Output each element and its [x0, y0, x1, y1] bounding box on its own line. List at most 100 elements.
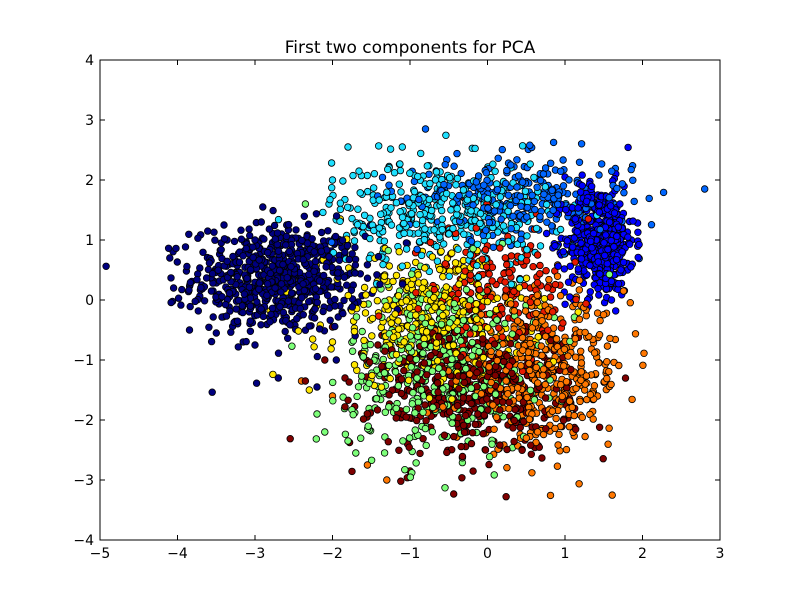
scatter-point	[482, 226, 490, 234]
scatter-point	[596, 316, 604, 325]
scatter-point	[528, 324, 536, 332]
scatter-point	[612, 256, 621, 264]
scatter-point	[521, 307, 530, 315]
scatter-point	[432, 168, 441, 176]
scatter-point	[578, 171, 586, 179]
scatter-point	[461, 411, 470, 420]
scatter-point	[305, 298, 313, 306]
y-tick-label: −3	[73, 473, 94, 489]
scatter-point	[480, 382, 488, 391]
scatter-point	[471, 324, 479, 332]
scatter-point	[327, 238, 336, 246]
scatter-point	[317, 228, 326, 237]
scatter-point	[268, 262, 276, 270]
scatter-point	[419, 408, 427, 416]
scatter-point	[587, 237, 595, 245]
scatter-point	[183, 262, 191, 271]
scatter-point	[441, 484, 449, 492]
scatter-point	[313, 383, 321, 391]
scatter-point	[498, 305, 506, 313]
scatter-point	[347, 286, 356, 294]
scatter-point	[475, 347, 483, 356]
scatter-point	[227, 268, 235, 277]
scatter-point	[345, 378, 353, 386]
scatter-point	[445, 230, 453, 238]
scatter-point	[299, 256, 307, 264]
scatter-point	[245, 231, 254, 240]
scatter-point	[405, 199, 413, 207]
scatter-point	[448, 355, 456, 363]
scatter-point	[437, 247, 445, 255]
scatter-point	[464, 302, 473, 310]
scatter-point	[414, 305, 422, 313]
scatter-point	[191, 297, 199, 306]
scatter-point	[634, 228, 642, 236]
scatter-point	[422, 328, 431, 336]
scatter-point	[367, 456, 376, 464]
scatter-point	[406, 332, 415, 340]
scatter-point	[398, 213, 407, 221]
scatter-point	[487, 347, 495, 356]
scatter-point	[174, 294, 183, 302]
scatter-point	[331, 302, 339, 310]
scatter-point	[473, 315, 481, 323]
scatter-point	[599, 455, 607, 463]
scatter-point	[435, 364, 443, 372]
scatter-point	[522, 274, 531, 282]
scatter-point	[460, 378, 469, 387]
scatter-point	[417, 386, 426, 394]
scatter-point	[382, 302, 391, 310]
scatter-point	[312, 435, 320, 443]
scatter-point	[485, 270, 493, 278]
scatter-point	[542, 229, 551, 238]
scatter-point	[483, 297, 492, 306]
scatter-point	[366, 358, 374, 366]
scatter-point	[618, 248, 626, 256]
scatter-point	[373, 297, 382, 305]
scatter-point	[283, 274, 291, 282]
scatter-point	[571, 215, 579, 223]
scatter-point	[365, 379, 373, 387]
scatter-point	[397, 188, 405, 196]
scatter-point	[339, 309, 347, 318]
scatter-point	[284, 297, 292, 305]
scatter-point	[359, 415, 368, 423]
scatter-point	[434, 388, 442, 396]
scatter-point	[193, 276, 201, 284]
scatter-point	[635, 240, 643, 249]
scatter-point	[547, 159, 555, 167]
scatter-point	[496, 244, 504, 252]
scatter-point	[423, 162, 431, 170]
scatter-point	[200, 297, 209, 305]
scatter-point	[285, 247, 293, 256]
scatter-point	[489, 160, 497, 168]
scatter-point	[554, 191, 562, 199]
scatter-point	[503, 166, 511, 175]
scatter-point	[350, 227, 358, 235]
scatter-point	[432, 242, 441, 251]
scatter-point	[468, 338, 476, 347]
scatter-point	[570, 411, 578, 420]
scatter-point	[439, 311, 447, 320]
scatter-point	[300, 286, 309, 295]
scatter-point	[429, 403, 437, 412]
scatter-point	[268, 304, 277, 312]
scatter-point	[465, 190, 473, 198]
scatter-point	[419, 435, 427, 443]
scatter-point	[514, 317, 522, 325]
scatter-point	[501, 319, 509, 328]
scatter-point	[370, 169, 379, 178]
scatter-point	[468, 429, 477, 437]
scatter-point	[590, 382, 599, 390]
scatter-point	[164, 244, 173, 252]
y-tick-label: 0	[85, 293, 94, 309]
scatter-point	[457, 169, 465, 178]
scatter-point	[418, 216, 427, 225]
scatter-point	[455, 191, 463, 200]
scatter-point	[545, 275, 553, 284]
scatter-point	[484, 406, 492, 414]
scatter-point	[507, 224, 515, 233]
scatter-point	[375, 224, 383, 232]
scatter-point	[538, 351, 546, 360]
scatter-point	[311, 257, 320, 266]
